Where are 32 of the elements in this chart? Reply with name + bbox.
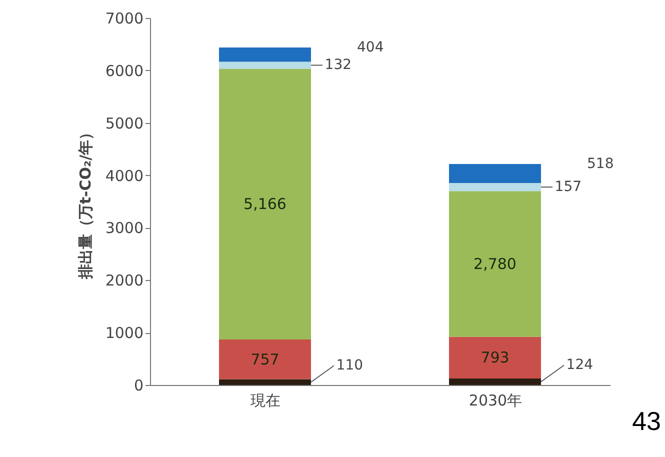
data-label: 757 [250, 350, 280, 368]
bar [219, 379, 311, 385]
bar [449, 191, 541, 337]
data-label: 793 [480, 348, 510, 367]
data-label: 2,780 [474, 255, 516, 274]
bar [219, 48, 311, 62]
data-label: 110 [336, 358, 364, 374]
x-tick-label: 2030年 [468, 392, 522, 410]
y-tick-label: 3000 [105, 219, 144, 238]
data-label: 157 [554, 179, 582, 196]
bar [449, 164, 541, 183]
bar [449, 182, 541, 192]
annotation: 518 [587, 156, 614, 172]
y-tick-label: 5000 [105, 114, 144, 132]
y-tick-label: 0 [134, 376, 144, 394]
x-tick-label: 現在 [250, 392, 280, 410]
y-tick-label: 6000 [105, 62, 144, 80]
bar [219, 340, 311, 380]
y-tick-label: 1000 [105, 324, 144, 342]
y-tick-label: 2000 [105, 272, 144, 290]
bar [449, 378, 541, 385]
data-label: 132 [324, 57, 352, 74]
annotation: 404 [357, 40, 384, 56]
data-label: 124 [566, 357, 594, 374]
y-axis-title: 排出量（万t-CO₂/年） [76, 124, 94, 280]
y-tick-label: 7000 [105, 10, 144, 28]
bar [219, 62, 311, 69]
bar [449, 336, 541, 378]
bar [219, 68, 311, 340]
y-tick-label: 4000 [105, 166, 144, 185]
text: 43 [632, 406, 661, 437]
data-label: 5,166 [244, 195, 286, 214]
